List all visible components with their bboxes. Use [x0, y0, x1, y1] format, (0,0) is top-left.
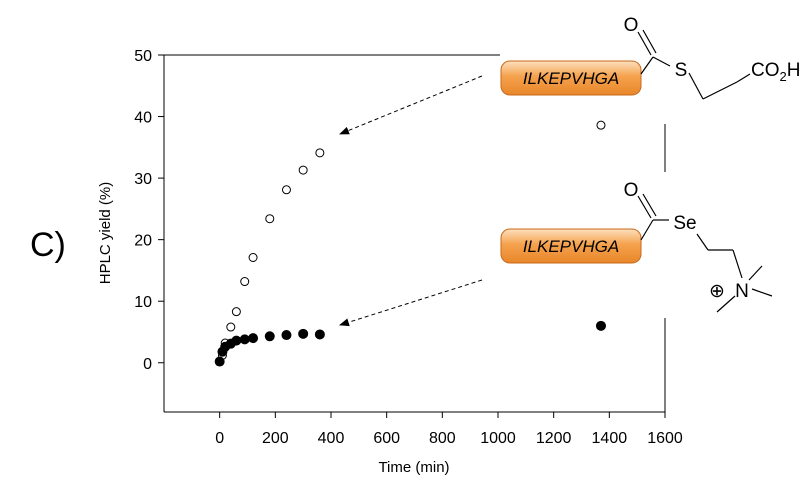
x-tick-label: 1400 — [592, 430, 628, 447]
thioester-bond-4 — [702, 81, 738, 100]
y-tick-label: 10 — [134, 294, 152, 311]
thioester-structure: ILKEPVHGA O S CO2H — [500, 15, 800, 100]
thioester-bond-1 — [640, 56, 654, 75]
selenoester-data-point — [298, 328, 309, 339]
x-tick-label: 1000 — [480, 430, 516, 447]
thioester-carbonyl-bond-a — [637, 31, 652, 56]
y-tick-label: 30 — [134, 171, 152, 188]
thioester-peptide-label: ILKEPVHGA — [523, 69, 619, 88]
selenoester-data-point — [314, 329, 325, 340]
x-tick-label: 0 — [215, 430, 224, 447]
thioester-sulfur: S — [675, 60, 688, 81]
thioester-data-point — [596, 120, 606, 130]
x-tick-label: 1200 — [536, 430, 572, 447]
thioester-bond-2 — [652, 56, 671, 67]
y-tick-label: 0 — [143, 356, 152, 373]
selenoester-bond-3 — [696, 233, 709, 251]
selenoester-data-point — [214, 356, 225, 367]
thioester-bond-3 — [688, 72, 704, 100]
selenoester-carbonyl-bond-b — [642, 193, 657, 217]
data-points — [214, 120, 606, 367]
y-axis-ticks: 0 10 20 30 40 50 — [134, 48, 164, 373]
x-tick-label: 400 — [318, 430, 345, 447]
thioester-peptide-box — [500, 60, 642, 96]
x-tick-label: 200 — [262, 430, 289, 447]
selenoester-data-point — [239, 334, 250, 345]
thioester-data-point — [226, 322, 236, 332]
selenoester-data-point — [248, 333, 259, 344]
methyl-bond-1 — [748, 265, 763, 281]
thioester-bond-5 — [736, 73, 751, 83]
y-axis-label: HPLC yield (%) — [97, 182, 114, 285]
methyl-bond-3 — [716, 295, 736, 313]
thioester-arrow — [339, 75, 483, 135]
thioester-data-point — [231, 307, 241, 317]
selenoester-bond-5 — [732, 249, 743, 279]
selenoester-data-point — [281, 330, 292, 341]
selenoester-peptide-label: ILKEPVHGA — [523, 237, 619, 256]
selenoester-carbonyl-bond-a — [637, 195, 652, 219]
selenoester-oxygen: O — [624, 180, 639, 201]
thioester-data-point — [240, 277, 250, 287]
y-tick-label: 20 — [134, 233, 152, 250]
selenoester-selenium: Se — [673, 213, 696, 234]
selenoester-structure: ILKEPVHGA O Se N ⊕ — [500, 180, 773, 313]
x-axis-label: Time (min) — [378, 459, 449, 476]
selenoester-data-point — [231, 335, 242, 346]
thioester-acid-group: CO2H — [751, 60, 800, 84]
thioester-carbonyl-bond-b — [642, 29, 657, 54]
selenoester-data-point — [264, 331, 275, 342]
selenoester-nitrogen: N — [735, 281, 749, 302]
plot-frame — [163, 54, 666, 413]
thioester-data-point — [248, 253, 258, 263]
x-tick-label: 600 — [373, 430, 400, 447]
selenoester-arrow — [339, 279, 483, 327]
thioester-data-point — [315, 148, 325, 158]
thioester-oxygen: O — [624, 15, 639, 36]
selenoester-bond-1 — [640, 219, 654, 241]
thioester-data-point — [265, 214, 275, 224]
methyl-bond-2 — [751, 288, 773, 297]
x-tick-label: 1600 — [647, 430, 683, 447]
y-tick-label: 50 — [134, 48, 152, 65]
panel-label: C) — [30, 226, 66, 264]
selenoester-peptide-box — [500, 228, 642, 264]
thioester-data-point — [281, 185, 291, 195]
positive-charge-symbol: ⊕ — [709, 281, 725, 302]
x-axis-ticks: 0 200 400 600 800 1000 1200 1400 1600 — [215, 412, 683, 447]
y-tick-label: 40 — [134, 110, 152, 127]
thioester-data-point — [298, 165, 308, 175]
selenoester-data-point — [595, 320, 606, 331]
x-tick-label: 800 — [429, 430, 456, 447]
